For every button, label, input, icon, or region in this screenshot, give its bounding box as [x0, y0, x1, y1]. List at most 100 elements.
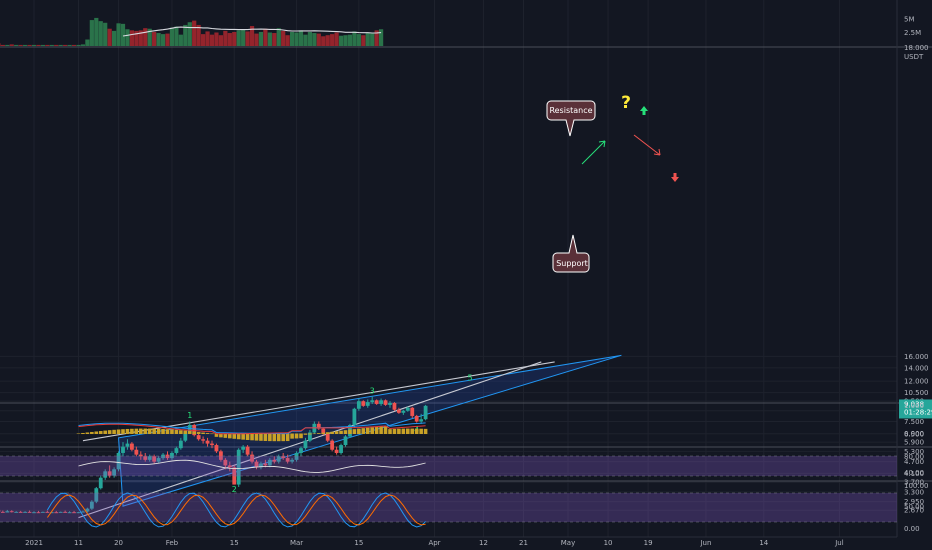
macd-histogram-bar [276, 433, 281, 442]
price-tick-label: 2.670 [904, 507, 924, 515]
macd-histogram-bar [94, 431, 99, 434]
macd-histogram-bar [183, 430, 188, 434]
volume-bar [254, 33, 259, 46]
volume-bar [276, 28, 281, 46]
candle-body [130, 443, 134, 450]
volume-bar [129, 30, 134, 46]
volume-bar [205, 31, 210, 46]
candle-body [112, 469, 116, 476]
signal-line [78, 423, 426, 435]
volume-bar [174, 26, 179, 46]
candle-body [414, 415, 419, 422]
macd-histogram-bar [121, 429, 125, 434]
macd-histogram-bar [263, 433, 268, 441]
candle-body [18, 511, 23, 513]
volume-bar [27, 44, 32, 46]
macd-histogram-bar [308, 433, 312, 435]
macd-histogram-bar [210, 433, 214, 435]
time-tick-label: 10 [604, 539, 613, 547]
macd-histogram-bar [174, 429, 179, 434]
macd-histogram-bar [397, 428, 401, 434]
candle-body [290, 459, 294, 462]
volume-bar [103, 22, 108, 46]
candle-body [263, 463, 268, 466]
candle-body [174, 448, 179, 453]
macd-histogram-bar [223, 433, 228, 438]
macd-histogram-bar [285, 433, 290, 442]
last-price-tag [899, 399, 932, 419]
candle-body [143, 456, 148, 460]
volume-bar [40, 44, 45, 46]
volume-bar [272, 33, 277, 46]
candle-body [383, 400, 388, 405]
time-tick-label: 20 [114, 539, 123, 547]
candle-body [267, 459, 272, 466]
candle-body [0, 511, 5, 513]
stoch-tick-label: 50.00 [904, 503, 924, 511]
macd-histogram-bar [419, 428, 423, 434]
macd-histogram-bar [85, 432, 90, 434]
price-tick-label: 6.500 [904, 430, 924, 438]
volume-bar [232, 31, 237, 46]
stoch-tick-label: 100.00 [904, 482, 929, 490]
volume-bar [178, 34, 183, 46]
volume-bar [125, 29, 130, 46]
volume-bar [334, 32, 339, 46]
candle-body [196, 435, 201, 440]
volume-bar [330, 34, 335, 46]
macd-tick-label: 1.000 [904, 402, 924, 410]
macd-histogram-bar [388, 429, 392, 434]
wave-label-3: 3 [370, 386, 375, 395]
macd-histogram-bar [299, 433, 303, 439]
candle-body [81, 511, 85, 513]
bullish-scenario-arrow [581, 140, 606, 165]
candle-body [103, 471, 108, 478]
question-mark: ? [621, 93, 631, 113]
macd-histogram-bar [414, 428, 419, 434]
candle-body [361, 401, 366, 406]
macd-histogram-bar [379, 426, 383, 434]
price-tick-label: 3.700 [904, 479, 924, 487]
volume-bar [374, 30, 379, 46]
macd-histogram-bar [330, 431, 334, 434]
red-down-arrow-icon [671, 173, 679, 182]
candle-body [107, 471, 112, 476]
macd-histogram-bar [303, 433, 308, 435]
macd-histogram-bar [374, 426, 379, 434]
price-tick-label: 16.000 [904, 353, 929, 361]
candle-body [272, 459, 277, 462]
macd-histogram-bar [125, 428, 130, 434]
time-tick-label: Jun [699, 539, 711, 547]
time-tick-label: Jul [834, 539, 844, 547]
volume-bar [241, 29, 246, 46]
volume-bar [209, 34, 215, 46]
bearish-scenario-arrow [633, 134, 661, 156]
macd-histogram-bar [406, 428, 410, 434]
time-tick-label: 15 [354, 539, 363, 547]
stoch-rsi-pane [0, 492, 897, 528]
macd-histogram-bar [272, 433, 277, 442]
candle-body [410, 407, 415, 416]
macd-histogram-bar [90, 431, 94, 434]
macd-histogram-bar [236, 433, 241, 440]
green-up-arrow-icon [640, 106, 648, 115]
price-tick-label: 12.000 [904, 378, 929, 386]
volume-bar [112, 30, 117, 46]
candle-body [281, 456, 286, 459]
wave-label-2: 2 [232, 485, 237, 494]
volume-bar [343, 35, 348, 46]
macd-histogram-bar [152, 428, 156, 434]
volume-bar [23, 44, 28, 46]
candle-body [201, 439, 205, 441]
candle-body [94, 488, 99, 502]
macd-histogram-bar [156, 428, 161, 434]
macd-histogram-bar [134, 428, 139, 434]
candle-body [210, 443, 214, 446]
macd-histogram-bar [103, 430, 107, 434]
volume-bar [245, 31, 250, 46]
time-tick-label: May [561, 539, 575, 547]
macd-histogram-bar [325, 432, 330, 434]
volume-bar [85, 39, 90, 46]
price-tick-label: 10.500 [904, 389, 929, 397]
